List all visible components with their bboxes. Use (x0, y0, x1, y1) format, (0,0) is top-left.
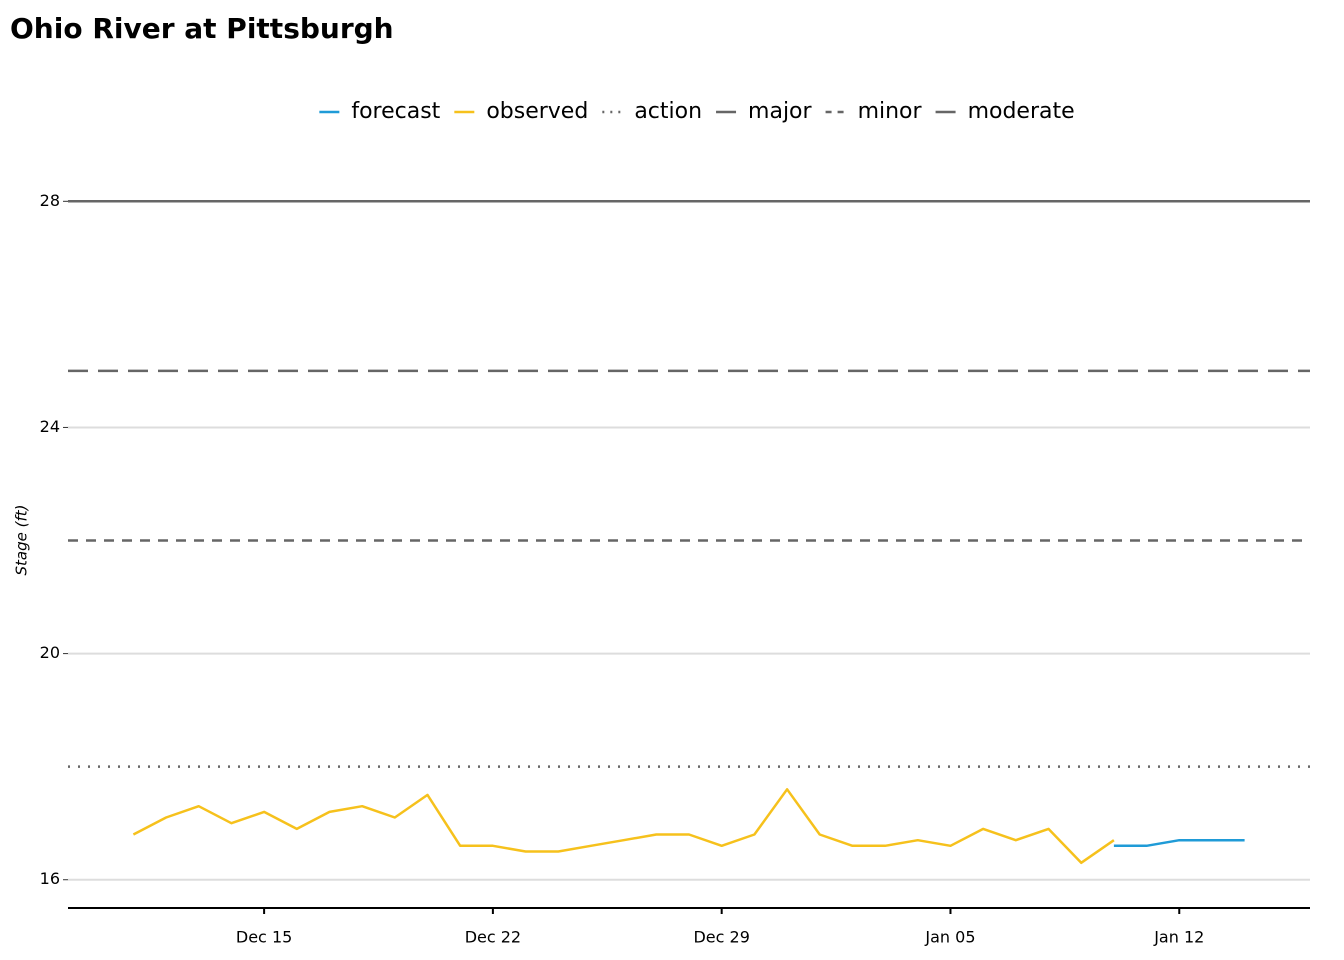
y-tick-label: 20 (40, 643, 60, 662)
legend-label: action (634, 99, 702, 124)
x-tick-label: Jan 05 (924, 928, 975, 947)
x-tick-label: Jan 12 (1153, 928, 1204, 947)
series-line (132, 788, 1115, 865)
legend-label: moderate (968, 99, 1075, 124)
series-line (1113, 838, 1245, 848)
x-tick-label: Dec 29 (693, 928, 749, 947)
legend-label: minor (858, 99, 923, 124)
y-tick-label: 16 (40, 869, 60, 888)
x-tick-label: Dec 22 (465, 928, 521, 947)
x-tick-label: Dec 15 (236, 928, 292, 947)
legend-label: observed (486, 99, 588, 124)
legend-label: forecast (351, 99, 440, 124)
y-tick-label: 28 (40, 191, 60, 210)
legend-label: major (748, 99, 812, 124)
y-axis-label: Stage (ft) (13, 505, 31, 576)
y-tick-label: 24 (40, 417, 60, 436)
chart-title: Ohio River at Pittsburgh (10, 12, 394, 45)
